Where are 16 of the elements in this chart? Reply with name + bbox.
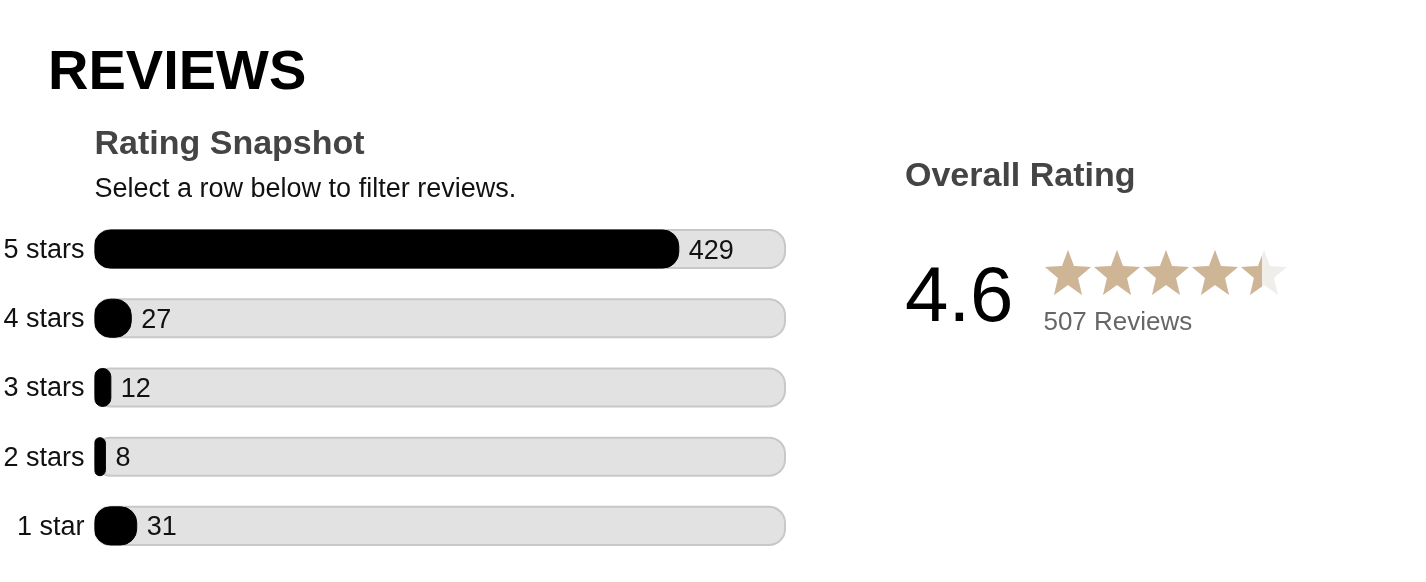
data-label: 12	[120, 372, 151, 403]
data-label: 31	[146, 511, 177, 542]
data-label: 27	[141, 303, 172, 334]
text: 507 Reviews	[1043, 305, 1194, 339]
text: Select a row below to filter reviews.	[94, 172, 517, 203]
text: Overall Rating	[905, 154, 1137, 195]
y-tick-label: 5 stars	[3, 234, 85, 265]
chart-subtitle: Rating Snapshot	[94, 122, 365, 161]
chart-title: REVIEWS	[48, 37, 307, 103]
text: 4.6	[905, 248, 1014, 340]
y-tick-label: 2 stars	[3, 441, 85, 472]
y-tick-label: 4 stars	[3, 303, 85, 334]
y-tick-label: 3 stars	[3, 372, 85, 403]
data-label: 429	[688, 234, 734, 265]
y-tick-label: 1 star	[16, 510, 85, 541]
data-label: 8	[115, 442, 131, 473]
